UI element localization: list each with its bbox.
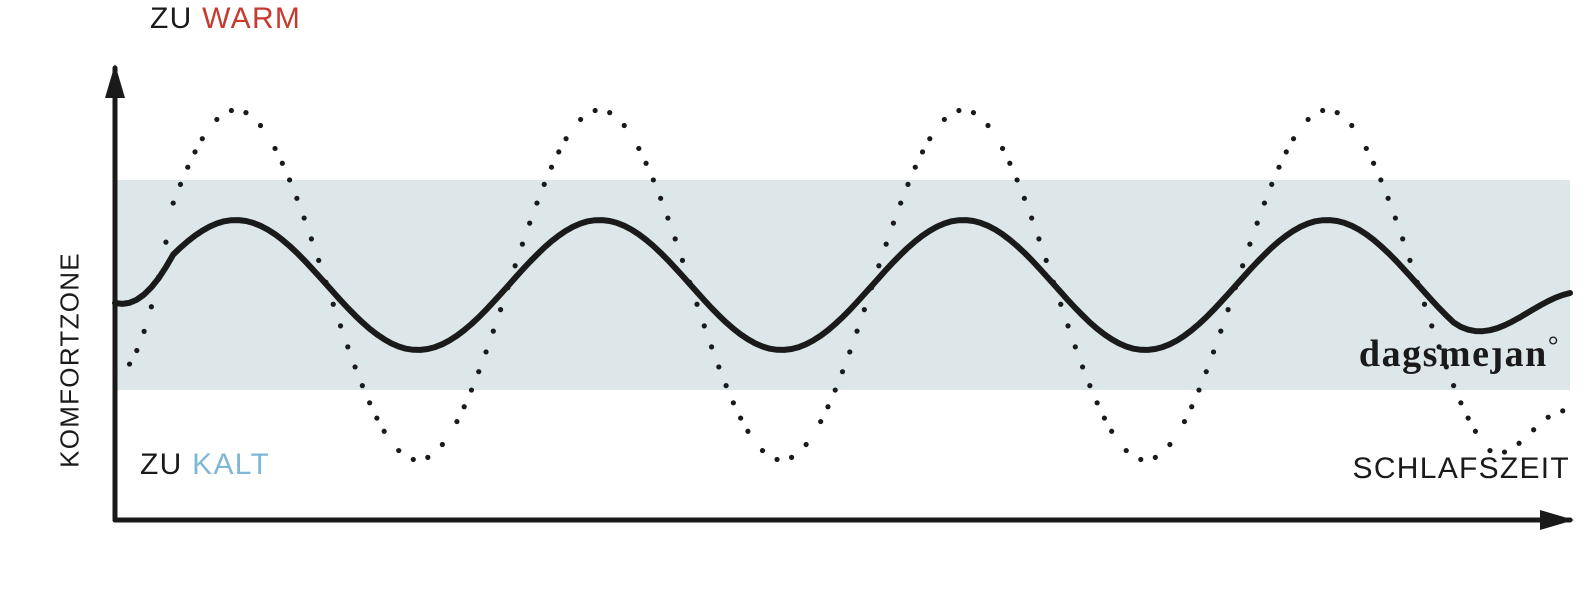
- degree-icon: °: [1548, 330, 1560, 360]
- y-axis-label: KOMFORTZONE: [55, 252, 86, 468]
- chart-container: ZU WARM ZU KALT KOMFORTZONE SCHLAFSZEIT …: [0, 0, 1590, 612]
- label-too-cold-prefix: ZU: [140, 448, 192, 481]
- label-too-warm: ZU WARM: [150, 2, 301, 36]
- label-too-warm-prefix: ZU: [150, 2, 202, 35]
- brand-text: dagsmeȷan: [1359, 333, 1548, 375]
- label-too-cold-word: KALT: [192, 448, 270, 481]
- x-axis-label: SCHLAFSZEIT: [1353, 452, 1570, 486]
- label-too-warm-word: WARM: [202, 2, 301, 35]
- brand-logo: dagsmeȷan°: [1359, 332, 1560, 376]
- label-too-cold: ZU KALT: [140, 448, 270, 482]
- chart-svg: [0, 0, 1590, 612]
